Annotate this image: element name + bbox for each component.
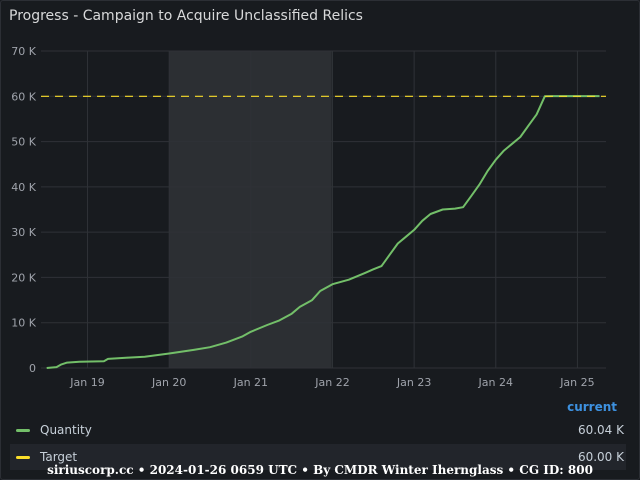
panel-title: Progress - Campaign to Acquire Unclassif… <box>9 8 363 24</box>
line-chart: 0 10 K 20 K 30 K 40 K 50 K 60 K 70 K Jan 19 Jan 2… <box>11 45 606 389</box>
x-tick-label: Jan 23 <box>396 376 431 389</box>
quantity-swatch <box>16 429 30 432</box>
x-tick-label: Jan 20 <box>151 376 186 389</box>
x-tick-label: Jan 22 <box>314 376 349 389</box>
y-tick-label: 0 <box>29 362 36 375</box>
target-swatch <box>16 456 30 459</box>
y-tick-label: 30 K <box>11 226 36 239</box>
x-tick-label: Jan 21 <box>233 376 268 389</box>
x-tick-label: Jan 19 <box>69 376 104 389</box>
y-tick-label: 70 K <box>11 45 36 58</box>
legend-header[interactable]: current <box>567 400 617 414</box>
x-tick-label: Jan 25 <box>559 376 594 389</box>
legend-item-target[interactable]: Target 60.00 K <box>10 444 626 470</box>
footer-credit: siriuscorp.cc • 2024-01-26 0659 UTC • By… <box>47 463 593 477</box>
y-tick-label: 50 K <box>11 136 36 149</box>
y-tick-label: 40 K <box>11 181 36 194</box>
legend-item-value: 60.00 K <box>577 450 624 464</box>
x-tick-label: Jan 24 <box>478 376 513 389</box>
y-tick-label: 10 K <box>11 317 36 330</box>
y-tick-label: 20 K <box>11 271 36 284</box>
y-tick-label: 60 K <box>11 90 36 103</box>
legend-item-value: 60.04 K <box>577 423 624 437</box>
legend-item-name: Target <box>40 450 78 464</box>
legend-item-name: Quantity <box>40 423 92 437</box>
series-line-quantity <box>46 95 600 369</box>
legend-item-quantity[interactable]: Quantity 60.04 K <box>10 417 626 443</box>
